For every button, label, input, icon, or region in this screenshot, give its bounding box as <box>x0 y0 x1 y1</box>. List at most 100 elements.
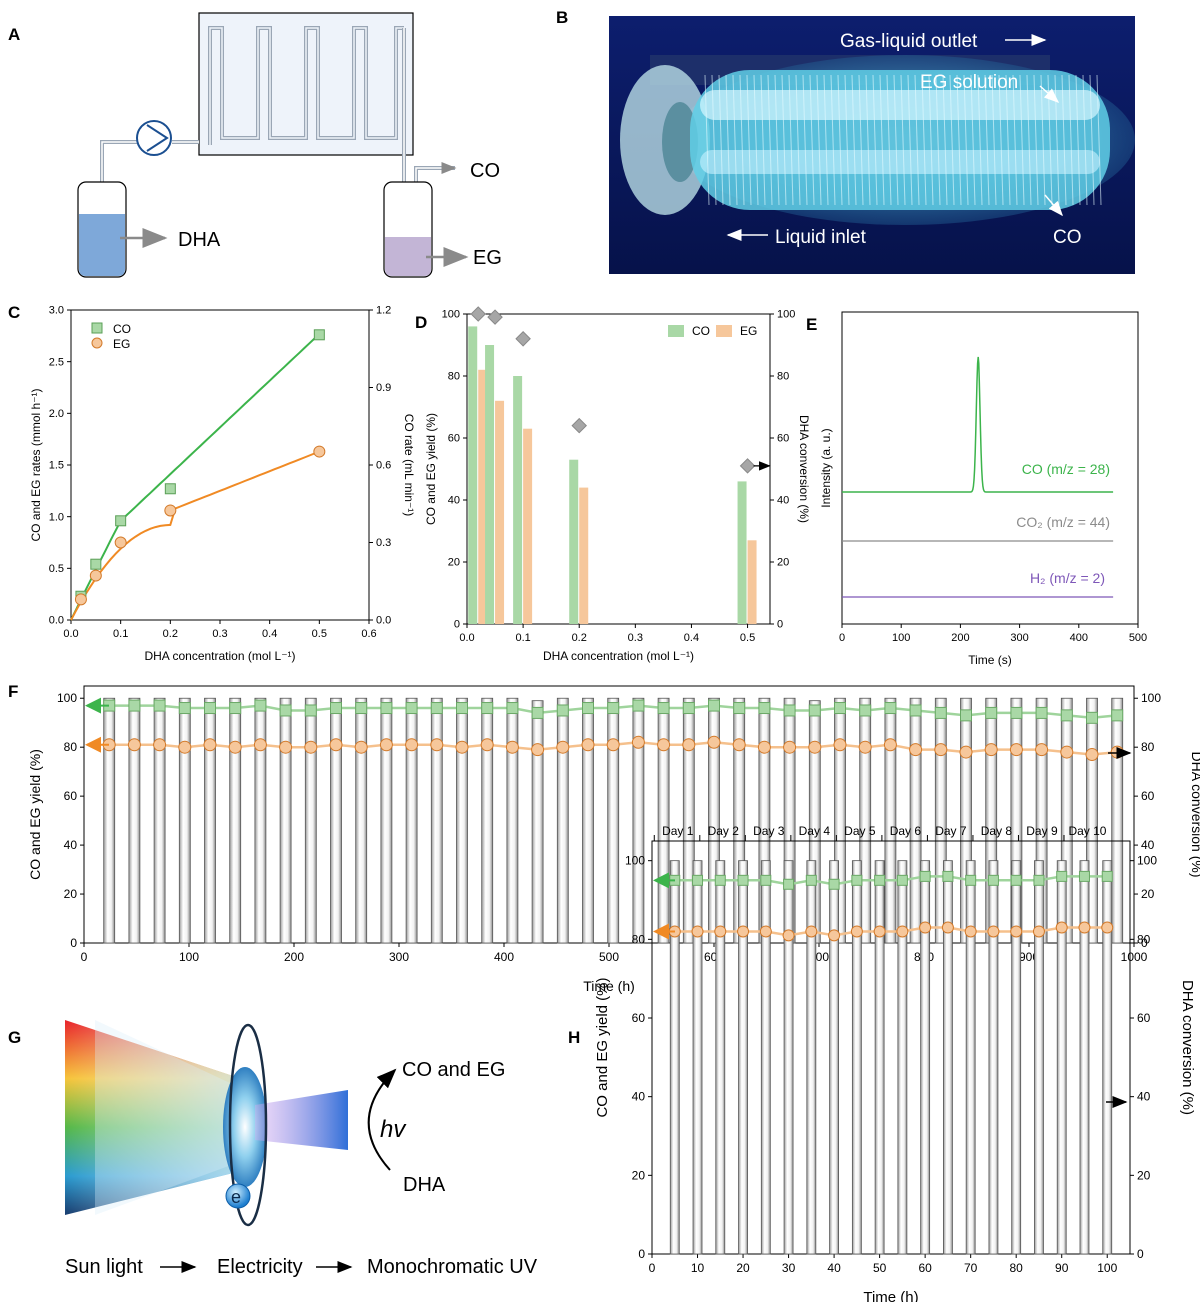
x-tick-label: 60 <box>918 1261 932 1275</box>
x-tick-label: 500 <box>599 950 619 964</box>
co-yield-point <box>859 704 872 717</box>
dha-conversion-bar <box>829 860 839 1255</box>
dha-conversion-bar <box>715 860 726 1255</box>
y2-tick-label: 0.3 <box>376 537 391 549</box>
eg-bar <box>478 369 488 624</box>
co-yield-point <box>965 874 977 886</box>
co-yield-point <box>254 699 267 712</box>
eg-bar <box>523 428 533 624</box>
co-yield-point <box>960 709 972 722</box>
day-label: Day 9 <box>1026 824 1058 838</box>
dha-conversion-point <box>470 306 487 322</box>
coil-ring <box>886 74 892 206</box>
eg-yield-point <box>850 925 863 938</box>
x-axis-label: Time (h) <box>863 1289 918 1302</box>
x-tick-label: 200 <box>951 632 969 644</box>
eg-yield-point <box>987 925 1000 938</box>
dha-conversion-bar <box>279 697 292 944</box>
eg-yield-point <box>757 740 771 754</box>
y2-tick-label: 0 <box>777 619 783 631</box>
dha-conversion-bar <box>909 697 922 944</box>
eg-fit-line <box>70 450 320 621</box>
eg-point <box>89 569 102 582</box>
x-tick-label: 10 <box>691 1261 705 1275</box>
y-tick-label: 20 <box>64 887 78 901</box>
co-yield-point <box>783 704 796 717</box>
coil-ring <box>851 74 857 206</box>
co-yield-point <box>178 702 191 715</box>
legend-eg-label: EG <box>113 337 130 351</box>
x-tick-label: 0.5 <box>740 632 755 644</box>
eg-yield-point <box>1032 925 1045 938</box>
eg-bar <box>579 487 589 624</box>
y-tick-label: 60 <box>64 789 78 803</box>
panel-label-e: E <box>806 315 817 334</box>
eg-yield-point <box>941 921 954 934</box>
y2-tick-label: 0.9 <box>376 382 391 394</box>
eg-yield-point <box>737 925 750 938</box>
eg-yield-point <box>505 740 519 754</box>
x-axis-label: DHA concentration (mol L⁻¹) <box>543 649 694 663</box>
co-bar <box>485 345 495 624</box>
co-yield-point <box>506 702 519 715</box>
eg-yield-point <box>964 925 977 938</box>
x-tick-label: 0 <box>839 632 845 644</box>
co-and-eg-label: CO and EG <box>402 1059 505 1081</box>
co-fit-line <box>70 333 320 621</box>
y2-tick-label: 0.0 <box>376 615 391 627</box>
dha-conversion-bar <box>682 697 695 944</box>
dha-conversion-bar <box>692 860 703 1255</box>
dha-conversion-bar <box>481 697 494 944</box>
panel-label-d: D <box>415 313 427 332</box>
dha-conversion-bar <box>1056 860 1067 1255</box>
dha-conversion-bar <box>103 697 116 944</box>
co-yield-point <box>1060 709 1073 722</box>
y2-tick-label: 40 <box>777 495 789 507</box>
co-yield-point <box>632 699 645 712</box>
coil-ring <box>753 74 759 206</box>
schematic-a: CO DHA EG <box>77 12 502 278</box>
dha-conversion-bar <box>632 697 645 944</box>
y-tick-label: 0 <box>70 936 77 950</box>
eg-yield-point <box>759 925 772 938</box>
co-label: CO <box>470 160 500 182</box>
dha-conversion-bar <box>204 697 216 944</box>
y2-tick-label: 100 <box>777 309 795 321</box>
coil-ring <box>921 74 927 206</box>
co-trace <box>842 356 1114 493</box>
x-tick-label: 0.0 <box>63 628 78 640</box>
y2-tick-label: 100 <box>1141 691 1161 705</box>
y-tick-label: 60 <box>448 433 460 445</box>
co-point <box>313 329 325 341</box>
dha-conversion-bar <box>657 697 670 944</box>
eg-yield-point <box>379 738 393 752</box>
dha-conversion-bar <box>760 860 771 1255</box>
chart-f: 0100200300400500600700800900100002040608… <box>27 685 1200 994</box>
co-yield-point <box>884 702 897 715</box>
co-yield-point <box>758 702 771 715</box>
gas-liquid-outlet-label: Gas-liquid outlet <box>840 31 978 52</box>
day-label: Day 3 <box>753 824 785 838</box>
y-tick-label: 0 <box>638 1247 645 1261</box>
eg-yield-point <box>127 738 141 752</box>
eg-yield-point <box>203 738 217 752</box>
eg-yield-point <box>934 743 948 757</box>
co-yield-point <box>304 704 317 717</box>
y2-tick-label: 20 <box>1141 887 1155 901</box>
co-yield-point <box>942 870 954 882</box>
co-yield-point <box>1111 709 1124 722</box>
dha-conversion-bar <box>178 697 191 944</box>
eg-label: EG <box>473 247 502 269</box>
y2-tick-label: 0 <box>1141 936 1148 950</box>
x-tick-label: 500 <box>1129 632 1147 644</box>
x-tick-label: 90 <box>1055 1261 1069 1275</box>
y2-tick-label: 80 <box>1141 740 1155 754</box>
legend-co-label: CO <box>692 324 710 338</box>
day-label: Day 6 <box>890 824 922 838</box>
co-yield-point <box>985 706 998 719</box>
y2-tick-label: 1.2 <box>376 305 391 317</box>
eg-yield-point <box>896 925 909 938</box>
x-axis-label: Time (h) <box>583 978 635 994</box>
x-tick-label: 100 <box>1097 1261 1117 1275</box>
eg-yield-point <box>1101 921 1114 934</box>
